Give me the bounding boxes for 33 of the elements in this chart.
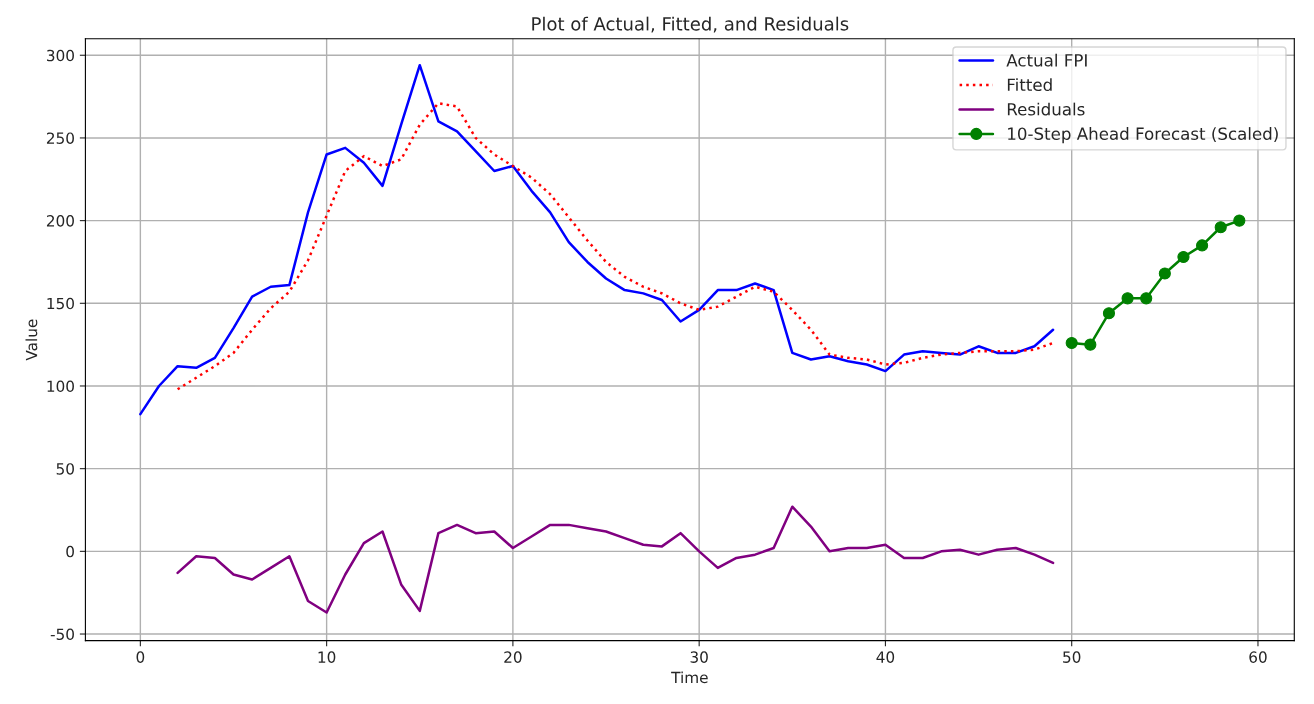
point — [1121, 292, 1134, 305]
point — [1233, 214, 1246, 227]
legend-label: Residuals — [1007, 102, 1085, 116]
legend-label: Fitted — [1007, 78, 1052, 92]
y-axis-title: Value — [25, 319, 38, 361]
y-tick-label: -50 — [50, 628, 74, 641]
line-series — [176, 505, 1055, 614]
point — [1158, 267, 1171, 280]
point — [1196, 239, 1209, 252]
x-axis-title: Time — [671, 671, 708, 684]
x-tick-label: 30 — [690, 651, 708, 663]
point — [1102, 307, 1116, 320]
legend-label: 10-Step Ahead Forecast (Scaled) — [1008, 127, 1278, 144]
legend-label: Actual FPI — [1006, 53, 1087, 67]
y-tick-label: 100 — [47, 380, 74, 392]
point — [1140, 292, 1153, 305]
y-tick-label: 50 — [56, 463, 74, 475]
chart-title: Plot of Actual, Fitted, and Residuals — [532, 16, 849, 33]
x-tick-label: 60 — [1249, 651, 1267, 663]
x-tick-label: 50 — [1063, 651, 1081, 663]
y-tick-label: 200 — [46, 215, 74, 227]
point — [1177, 250, 1190, 264]
y-tick-label: 150 — [47, 297, 74, 310]
x-tick-label: 10 — [318, 651, 336, 663]
x-tick-label: 0 — [136, 651, 145, 663]
y-tick-label: 250 — [46, 132, 74, 144]
y-tick-label: 300 — [47, 49, 74, 62]
point — [1065, 336, 1078, 350]
x-tick-label: 20 — [504, 651, 522, 663]
y-tick-label: 0 — [66, 545, 74, 558]
point — [1214, 221, 1227, 234]
x-tick-label: 40 — [876, 651, 895, 663]
point — [1084, 338, 1097, 351]
